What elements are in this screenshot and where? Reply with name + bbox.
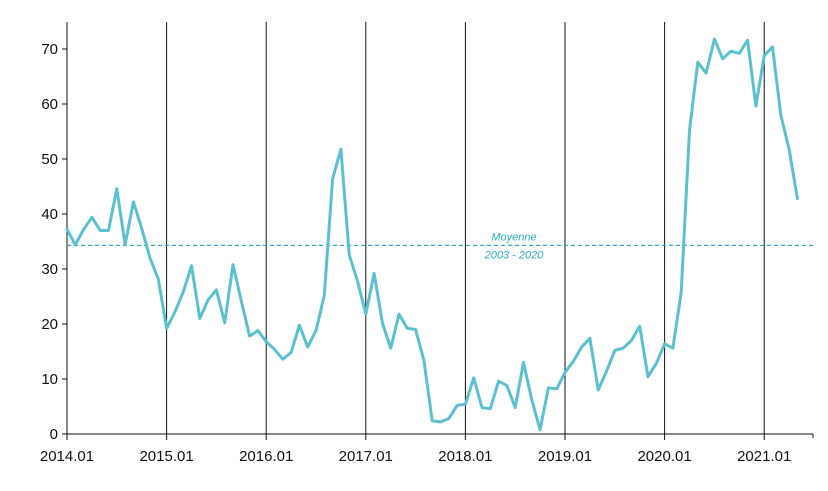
x-tick-label: 2019.01 [538,448,592,465]
y-tick-label: 30 [41,261,58,278]
x-tick-label: 2014.01 [40,448,94,465]
y-tick-label: 70 [41,41,58,58]
x-tick-label: 2018.01 [438,448,492,465]
y-axis-ticks: 0 10 20 30 40 50 60 70 [41,41,67,443]
y-tick-label: 20 [41,316,58,333]
x-tick-label: 2020.01 [637,448,691,465]
average-label-line1: Moyenne [491,231,536,243]
x-tick-label: 2015.01 [139,448,193,465]
y-tick-label: 40 [41,206,58,223]
average-label-line2: 2003 - 2020 [484,249,545,261]
y-tick-label: 10 [41,371,58,388]
y-tick-label: 0 [50,426,58,443]
y-tick-label: 50 [41,151,58,168]
x-axis-ticks: 2014.01 2015.01 2016.01 2017.01 2018.01 2019.… [40,434,814,465]
year-gridlines [166,22,765,434]
x-tick-label: 2021.01 [737,448,791,465]
x-tick-label: 2017.01 [339,448,393,465]
x-tick-label: 2016.01 [239,448,293,465]
series-line [65,37,799,432]
series-group [65,37,799,432]
y-tick-label: 60 [41,96,58,113]
